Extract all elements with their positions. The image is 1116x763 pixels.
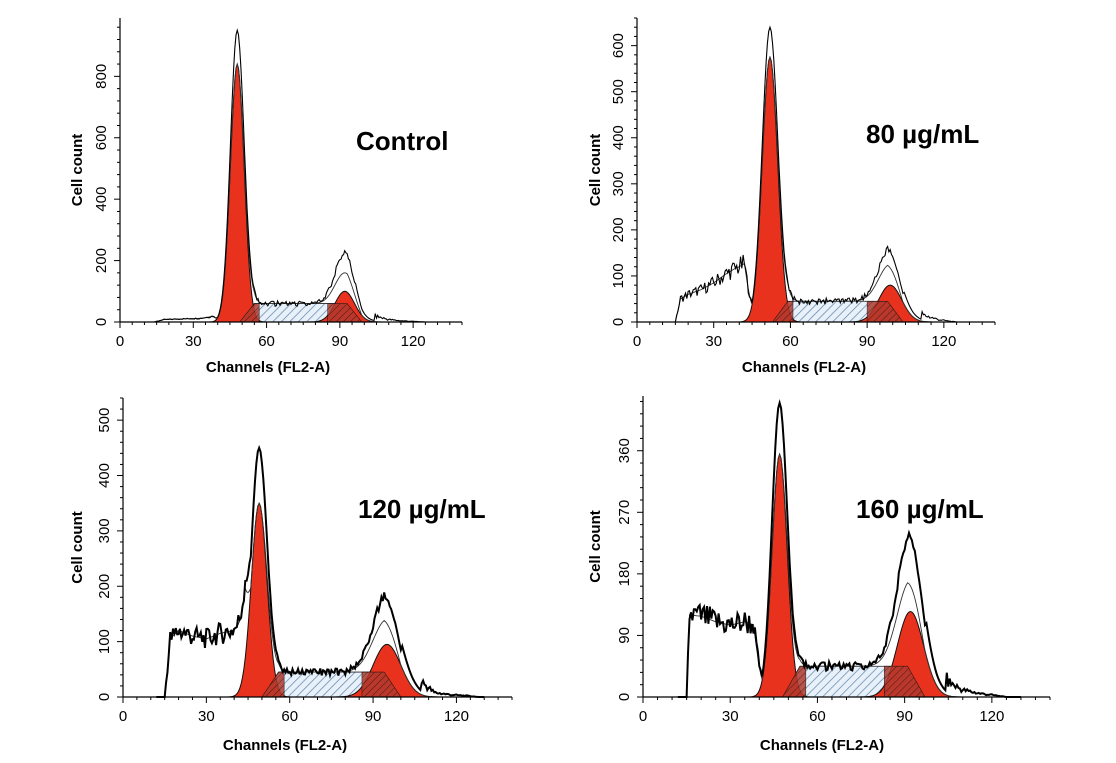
y-tick-label: 0: [96, 693, 113, 701]
y-tick-label: 0: [610, 318, 627, 326]
y-axis-title: Cell count: [587, 510, 604, 583]
y-axis-title: Cell count: [69, 134, 86, 207]
x-tick-label: 0: [119, 708, 127, 725]
x-tick-label: 30: [185, 333, 202, 350]
overlap-area: [239, 303, 260, 323]
y-tick-label: 200: [96, 574, 113, 599]
y-tick-label: 0: [93, 318, 110, 326]
x-tick-label: 30: [198, 708, 215, 725]
observed-histogram-line: [156, 444, 485, 698]
x-tick-label: 90: [365, 708, 382, 725]
x-tick-label: 60: [281, 708, 298, 725]
x-tick-label: 90: [859, 333, 876, 350]
x-tick-label: 120: [401, 333, 426, 350]
x-tick-label: 120: [979, 708, 1004, 725]
y-tick-label: 0: [616, 693, 633, 701]
observed-histogram-line: [677, 399, 1021, 698]
histogram-panel-1: 0 30 60 90 120 0 200 400 600 800 Channels (FL2-A) C…: [69, 18, 463, 376]
histogram-panel-2: 0 30 60 90 120 0 100 200 300 400 500 600 Channels (F…: [587, 17, 996, 376]
x-tick-label: 0: [639, 708, 647, 725]
y-tick-label: 400: [610, 125, 627, 150]
overlap-area: [883, 665, 926, 698]
overlap-area: [771, 300, 794, 323]
model-fit-line: [667, 55, 965, 323]
y-tick-label: 500: [610, 79, 627, 104]
panel-title: 80 µg/mL: [866, 119, 979, 149]
y-tick-label: 100: [610, 263, 627, 288]
y-tick-label: 180: [616, 561, 633, 586]
panel-title: 120 µg/mL: [358, 494, 486, 524]
overlap-area: [327, 303, 363, 323]
y-tick-label: 200: [610, 217, 627, 242]
x-tick-label: 30: [722, 708, 739, 725]
y-tick-label: 360: [616, 438, 633, 463]
x-tick-label: 60: [809, 708, 826, 725]
histogram-panel-3: 0 30 60 90 120 0 100 200 300 400 500 Channels (FL2-…: [69, 397, 513, 754]
x-tick-label: 60: [782, 333, 799, 350]
y-tick-label: 300: [610, 171, 627, 196]
model-fit-line: [149, 62, 433, 323]
y-tick-label: 400: [93, 187, 110, 212]
x-tick-label: 30: [705, 333, 722, 350]
histogram-panel-4: 0 30 60 90 120 0 90 180 270 360 Channels (FL2-A) Ce…: [587, 396, 1051, 754]
x-axis-title: Channels (FL2-A): [206, 359, 330, 376]
y-tick-label: 500: [96, 408, 113, 433]
x-axis-title: Channels (FL2-A): [742, 359, 866, 376]
y-tick-label: 200: [93, 248, 110, 273]
panel-title: 160 µg/mL: [856, 494, 984, 524]
x-axis-title: Channels (FL2-A): [760, 737, 884, 754]
y-tick-label: 600: [610, 33, 627, 58]
x-tick-label: 120: [931, 333, 956, 350]
y-axis-title: Cell count: [69, 511, 86, 584]
x-tick-label: 90: [896, 708, 913, 725]
y-tick-label: 270: [616, 500, 633, 525]
x-tick-label: 0: [116, 333, 124, 350]
observed-histogram-line: [149, 28, 438, 323]
g1-peak: [738, 55, 802, 323]
overlap-area: [361, 671, 402, 698]
x-tick-label: 120: [444, 708, 469, 725]
x-tick-label: 90: [332, 333, 349, 350]
overlap-area: [866, 300, 904, 323]
y-tick-label: 400: [96, 463, 113, 488]
y-tick-label: 90: [616, 627, 633, 644]
x-tick-label: 0: [633, 333, 641, 350]
x-tick-label: 60: [258, 333, 275, 350]
y-tick-label: 100: [96, 629, 113, 654]
model-fit-line: [156, 502, 479, 698]
x-axis-title: Channels (FL2-A): [223, 737, 347, 754]
y-tick-label: 600: [93, 125, 110, 150]
y-tick-label: 300: [96, 518, 113, 543]
observed-histogram-line: [667, 25, 970, 323]
model-fit-line: [677, 452, 1016, 698]
y-axis-title: Cell count: [587, 134, 604, 207]
g1-peak: [209, 62, 265, 323]
panel-title: Control: [356, 126, 448, 156]
y-tick-label: 800: [93, 64, 110, 89]
